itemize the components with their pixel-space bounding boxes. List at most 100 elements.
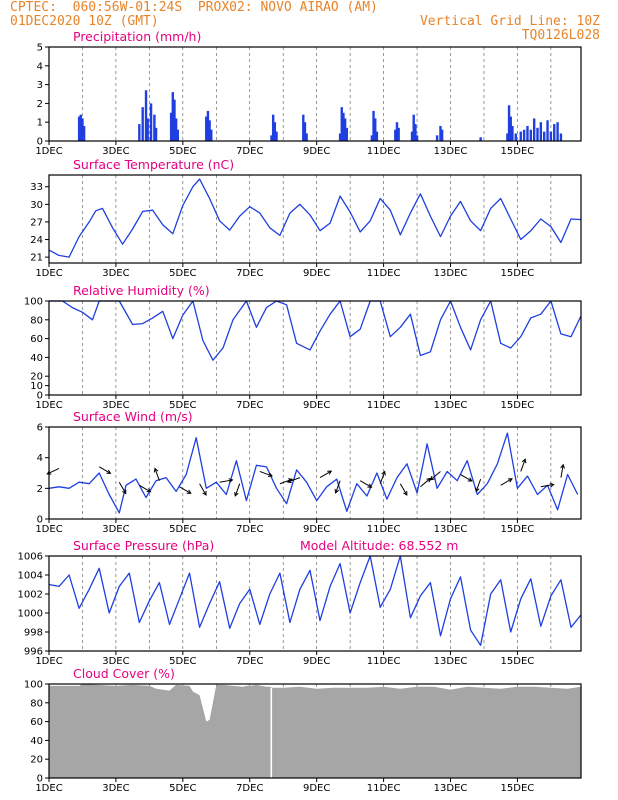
precip-bar bbox=[146, 118, 149, 141]
panel-frame bbox=[48, 683, 582, 779]
x-tick-label: 11DEC bbox=[367, 146, 401, 157]
x-tick-label: 1DEC bbox=[35, 783, 62, 794]
wind-arrow bbox=[259, 470, 273, 478]
wind-arrow bbox=[139, 484, 152, 493]
panel-frame bbox=[48, 300, 582, 396]
y-tick-label: 5 bbox=[37, 43, 43, 54]
series-line bbox=[49, 300, 582, 361]
precip-bar bbox=[397, 127, 400, 141]
x-tick-label: 3DEC bbox=[102, 400, 129, 411]
y-tick-label: 80 bbox=[30, 315, 43, 326]
precip-bar bbox=[141, 107, 144, 141]
wind-arrow bbox=[399, 483, 408, 496]
wind-arrow-shaft bbox=[335, 480, 341, 494]
precip-bar bbox=[536, 127, 539, 141]
precip-bar bbox=[394, 129, 397, 141]
x-tick-label: 15DEC bbox=[501, 400, 535, 411]
y-tick-label: 1 bbox=[37, 118, 43, 129]
y-tick-label: 0 bbox=[37, 774, 43, 785]
x-tick-label: 5DEC bbox=[169, 656, 196, 667]
precip-bar bbox=[375, 131, 379, 141]
wind-arrow-head bbox=[228, 478, 234, 483]
precip-bar bbox=[479, 137, 482, 141]
precip-bar bbox=[206, 110, 210, 141]
wind-arrow bbox=[199, 483, 207, 496]
wind-arrow-head bbox=[286, 478, 292, 484]
precip-bar bbox=[81, 118, 84, 141]
grid-line-note: Vertical Grid Line: 10Z bbox=[419, 14, 600, 29]
wind-arrow-shaft bbox=[234, 483, 241, 497]
x-tick-label: 11DEC bbox=[367, 268, 401, 279]
precip-bar bbox=[374, 118, 377, 141]
x-tick-label: 9DEC bbox=[303, 400, 330, 411]
precip-bar bbox=[395, 122, 399, 141]
panel-title: Surface Pressure (hPa) bbox=[73, 538, 214, 553]
y-tick-label: 4 bbox=[37, 453, 43, 464]
x-tick-label: 9DEC bbox=[303, 656, 330, 667]
wind-arrow bbox=[234, 483, 241, 497]
x-tick-label: 1DEC bbox=[35, 656, 62, 667]
x-tick-label: 7DEC bbox=[236, 268, 263, 279]
wind-arrow-head bbox=[507, 478, 513, 483]
x-tick-label: 7DEC bbox=[236, 783, 263, 794]
x-tick-label: 11DEC bbox=[367, 524, 401, 535]
precip-bar bbox=[509, 116, 512, 141]
panel-5: 996 998 1000 1002 1004 1006 1DEC 3DEC 5DEC 7DEC 9D… bbox=[18, 538, 582, 667]
x-tick-label: 15DEC bbox=[501, 524, 535, 535]
panel-6: 0 20 40 60 80 100 1DEC 3DEC 5DEC 7DEC 9DEC 11DEC 13D… bbox=[24, 666, 582, 794]
cloud-area bbox=[49, 684, 581, 778]
precip-bar bbox=[542, 131, 546, 141]
y-tick-label: 100 bbox=[24, 297, 43, 308]
precip-bar bbox=[169, 112, 173, 141]
panel-frame bbox=[48, 426, 582, 520]
precip-bar bbox=[270, 135, 273, 141]
panel-title: Relative Humidity (%) bbox=[73, 283, 210, 298]
x-tick-label: 1DEC bbox=[35, 146, 62, 157]
wind-arrow-head bbox=[429, 475, 435, 481]
x-tick-label: 5DEC bbox=[169, 400, 196, 411]
wind-arrow bbox=[319, 470, 333, 479]
wind-arrow-head bbox=[122, 489, 127, 495]
wind-arrow bbox=[540, 482, 555, 488]
wind-arrow-shaft bbox=[199, 483, 207, 496]
precip-bar bbox=[546, 120, 549, 141]
x-tick-label: 1DEC bbox=[35, 400, 62, 411]
x-tick-label: 9DEC bbox=[303, 146, 330, 157]
y-tick-label: 20 bbox=[30, 372, 43, 383]
wind-arrow-shaft bbox=[420, 478, 431, 488]
wind-arrow-head bbox=[153, 467, 159, 473]
precip-bar bbox=[519, 131, 522, 141]
wind-arrow-head bbox=[367, 483, 373, 488]
y-tick-label: 60 bbox=[30, 717, 43, 728]
x-tick-label: 5DEC bbox=[169, 268, 196, 279]
wind-arrow-shaft bbox=[540, 484, 554, 488]
y-tick-label: 996 bbox=[24, 647, 43, 658]
precip-bar bbox=[435, 135, 439, 141]
precip-bar bbox=[370, 135, 374, 141]
precip-bar bbox=[275, 131, 278, 141]
panel-frame bbox=[48, 174, 582, 264]
wind-arrow-head bbox=[106, 469, 112, 474]
precip-bar bbox=[149, 103, 153, 141]
x-tick-label: 13DEC bbox=[434, 400, 468, 411]
wind-arrow-shaft bbox=[500, 478, 513, 486]
precip-bar bbox=[305, 133, 308, 141]
wind-arrow-shaft bbox=[118, 481, 127, 494]
x-tick-label: 9DEC bbox=[303, 524, 330, 535]
wind-arrow-shaft bbox=[399, 483, 408, 496]
precip-bar bbox=[514, 133, 517, 141]
x-tick-label: 15DEC bbox=[501, 783, 535, 794]
wind-arrow bbox=[286, 477, 301, 484]
series-line bbox=[48, 178, 582, 258]
x-tick-label: 7DEC bbox=[236, 656, 263, 667]
precip-bar bbox=[303, 122, 307, 141]
wind-arrow bbox=[359, 480, 373, 488]
x-tick-label: 5DEC bbox=[169, 524, 196, 535]
precip-bar bbox=[171, 92, 174, 141]
precip-bar bbox=[342, 112, 345, 141]
wind-arrow-head bbox=[146, 488, 152, 493]
wind-arrow bbox=[98, 466, 112, 474]
wind-arrow-shaft bbox=[259, 470, 273, 477]
